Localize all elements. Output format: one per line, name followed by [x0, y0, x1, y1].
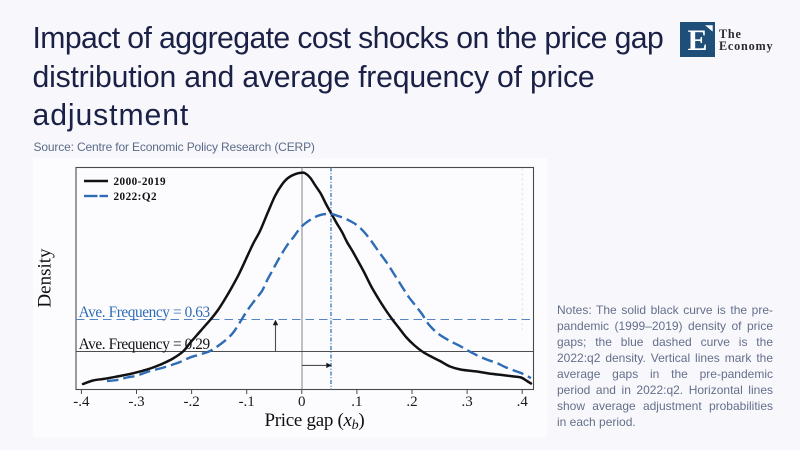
svg-text:0: 0	[298, 394, 306, 410]
svg-text:Density: Density	[35, 248, 56, 308]
svg-text:2000-2019: 2000-2019	[114, 176, 167, 188]
svg-text:.4: .4	[517, 394, 529, 410]
svg-text:E: E	[687, 24, 707, 57]
svg-text:-.4: -.4	[73, 394, 90, 410]
svg-text:Ave. Frequency = 0.29: Ave. Frequency = 0.29	[79, 336, 211, 353]
svg-text:.2: .2	[406, 394, 417, 410]
svg-text:-.1: -.1	[239, 394, 255, 410]
svg-text:-.2: -.2	[183, 394, 199, 410]
svg-text:.3: .3	[461, 394, 472, 410]
svg-text:-.3: -.3	[128, 394, 144, 410]
svg-text:2022:Q2: 2022:Q2	[114, 191, 158, 203]
svg-text:.1: .1	[351, 394, 362, 410]
svg-text:Ave. Frequency = 0.63: Ave. Frequency = 0.63	[79, 304, 211, 321]
svg-text:Price gap (xb): Price gap (xb)	[265, 410, 365, 433]
